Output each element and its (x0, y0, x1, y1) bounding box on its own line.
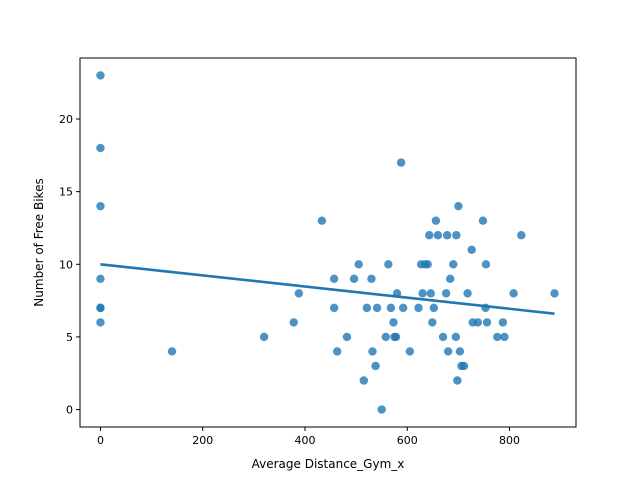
data-point (368, 347, 377, 356)
data-point (329, 303, 339, 313)
data-point (396, 158, 406, 167)
data-point (294, 289, 304, 298)
x-tick-label: 400 (294, 434, 315, 447)
data-point (498, 318, 508, 327)
data-point (96, 274, 105, 284)
data-point (329, 274, 339, 284)
y-tick-label: 10 (59, 258, 73, 271)
data-point (446, 274, 455, 284)
x-tick-label: 0 (97, 434, 104, 447)
data-point (428, 318, 437, 327)
data-point (96, 201, 105, 211)
data-point (405, 347, 415, 356)
data-point (418, 289, 427, 298)
data-point (473, 318, 483, 327)
data-point (459, 361, 469, 371)
data-point (463, 289, 472, 298)
data-point (454, 201, 463, 211)
data-point (398, 303, 408, 313)
x-axis-label: Average Distance_Gym_x (252, 457, 405, 471)
data-point (449, 260, 458, 269)
data-point (426, 289, 435, 298)
data-point (96, 318, 105, 327)
data-point (389, 318, 398, 327)
regression-line (100, 262, 555, 315)
y-axis-label: Number of Free Bikes (32, 178, 46, 306)
x-axis-ticks: 0 200 400 600 800 (97, 427, 520, 447)
x-tick-label: 600 (397, 434, 418, 447)
data-point (386, 303, 396, 313)
data-point (96, 303, 105, 313)
data-point (453, 376, 462, 385)
y-tick-label: 0 (66, 404, 73, 417)
data-point (423, 260, 432, 269)
regression-layer (100, 262, 555, 315)
data-point (317, 216, 327, 225)
data-point (96, 143, 105, 153)
data-point (431, 216, 441, 225)
data-point (362, 303, 372, 313)
data-point (452, 231, 461, 240)
data-point (391, 332, 401, 342)
data-point (333, 347, 342, 356)
y-tick-label: 5 (66, 331, 73, 344)
data-point (289, 318, 298, 327)
data-point (493, 332, 502, 342)
data-point (481, 260, 491, 269)
data-point (500, 332, 509, 342)
data-point (384, 260, 393, 269)
data-point (467, 245, 476, 254)
data-point (414, 303, 423, 313)
data-point (550, 289, 559, 298)
x-tick-label: 800 (499, 434, 520, 447)
data-point (377, 405, 386, 414)
plot-frame (79, 57, 577, 428)
data-point (478, 216, 488, 225)
data-point (371, 361, 380, 371)
data-point (455, 347, 465, 356)
data-point (359, 376, 368, 385)
data-point (429, 303, 439, 313)
data-point (517, 231, 526, 240)
data-point (441, 289, 451, 298)
x-tick-label: 200 (192, 434, 213, 447)
data-point (443, 347, 453, 356)
plot-background (80, 58, 576, 427)
data-point (451, 332, 461, 342)
data-point (425, 231, 434, 240)
points-layer (96, 71, 559, 414)
data-point (482, 318, 492, 327)
y-axis-ticks: 0 5 10 15 20 (59, 113, 80, 417)
data-point (509, 289, 518, 298)
data-point (354, 260, 363, 269)
data-point (349, 274, 359, 284)
data-point (442, 231, 452, 240)
data-point (342, 332, 352, 342)
y-tick-label: 15 (59, 186, 73, 199)
data-point (259, 332, 269, 342)
data-point (433, 231, 443, 240)
data-point (381, 332, 390, 342)
y-tick-label: 20 (59, 113, 73, 126)
data-point (367, 274, 376, 284)
data-point (96, 71, 105, 80)
data-point (372, 303, 382, 313)
data-point (438, 332, 448, 342)
data-point (167, 347, 177, 356)
